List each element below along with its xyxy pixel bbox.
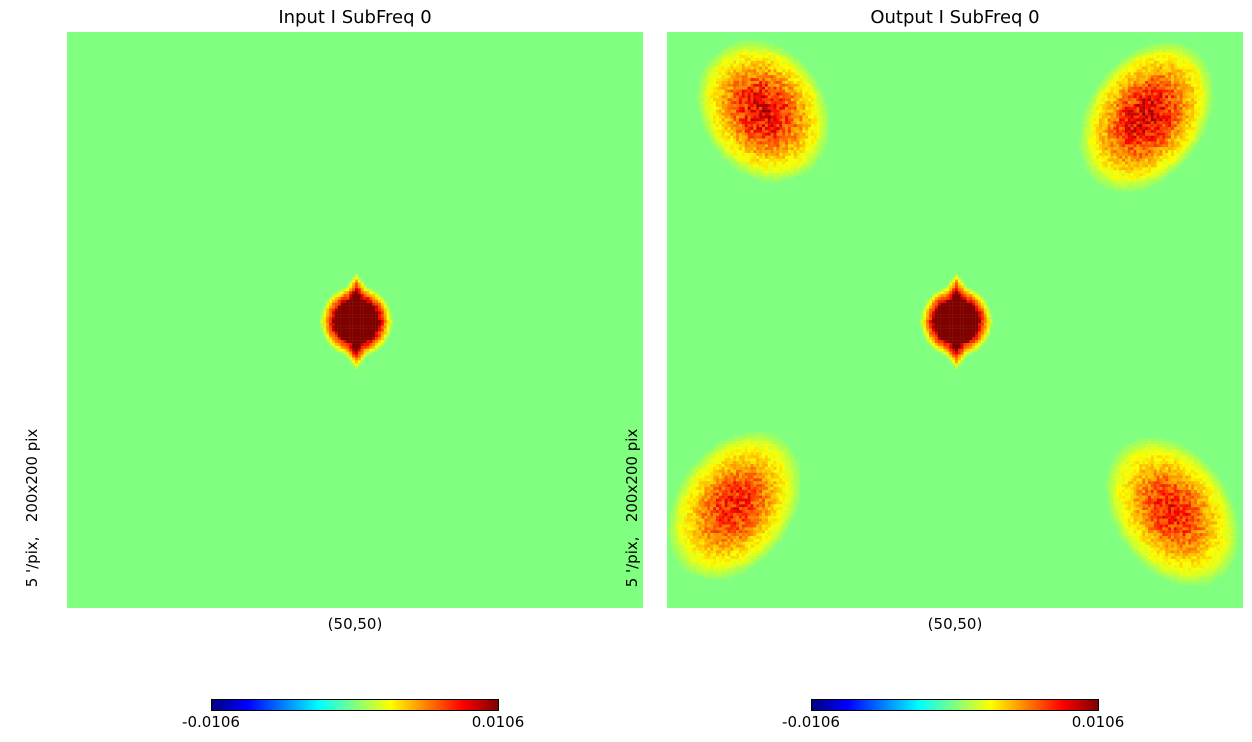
- map-title: Input I SubFreq 0: [278, 7, 432, 28]
- residual-blob: [695, 40, 829, 182]
- colorbar-min-label: -0.0106: [182, 713, 240, 731]
- colorbar-min-label: -0.0106: [782, 713, 840, 731]
- x-axis-label: (50,50): [927, 615, 983, 633]
- output-map-panel: Output I SubFreq 0 5 '/pix, 200x200 pix …: [600, 0, 1243, 742]
- colorbar: [211, 699, 499, 711]
- input-map-panel: Input I SubFreq 0 5 '/pix, 200x200 pix (…: [0, 0, 643, 742]
- residual-blob: [1104, 438, 1241, 586]
- colorbar: [811, 699, 1099, 711]
- heatmap-svg: [67, 32, 643, 608]
- central-source: [920, 273, 993, 370]
- map-image: [67, 32, 643, 608]
- map-image: [667, 32, 1243, 608]
- residual-blob: [1078, 43, 1215, 194]
- heatmap-svg: [667, 32, 1243, 608]
- x-axis-label: (50,50): [327, 615, 383, 633]
- central-source: [320, 273, 393, 370]
- y-axis-label: 5 '/pix, 200x200 pix: [23, 428, 41, 588]
- y-axis-label: 5 '/pix, 200x200 pix: [623, 428, 641, 588]
- residual-blob: [667, 432, 803, 580]
- map-title: Output I SubFreq 0: [870, 7, 1040, 28]
- colorbar-max-label: 0.0106: [471, 713, 525, 731]
- colorbar-max-label: 0.0106: [1071, 713, 1125, 731]
